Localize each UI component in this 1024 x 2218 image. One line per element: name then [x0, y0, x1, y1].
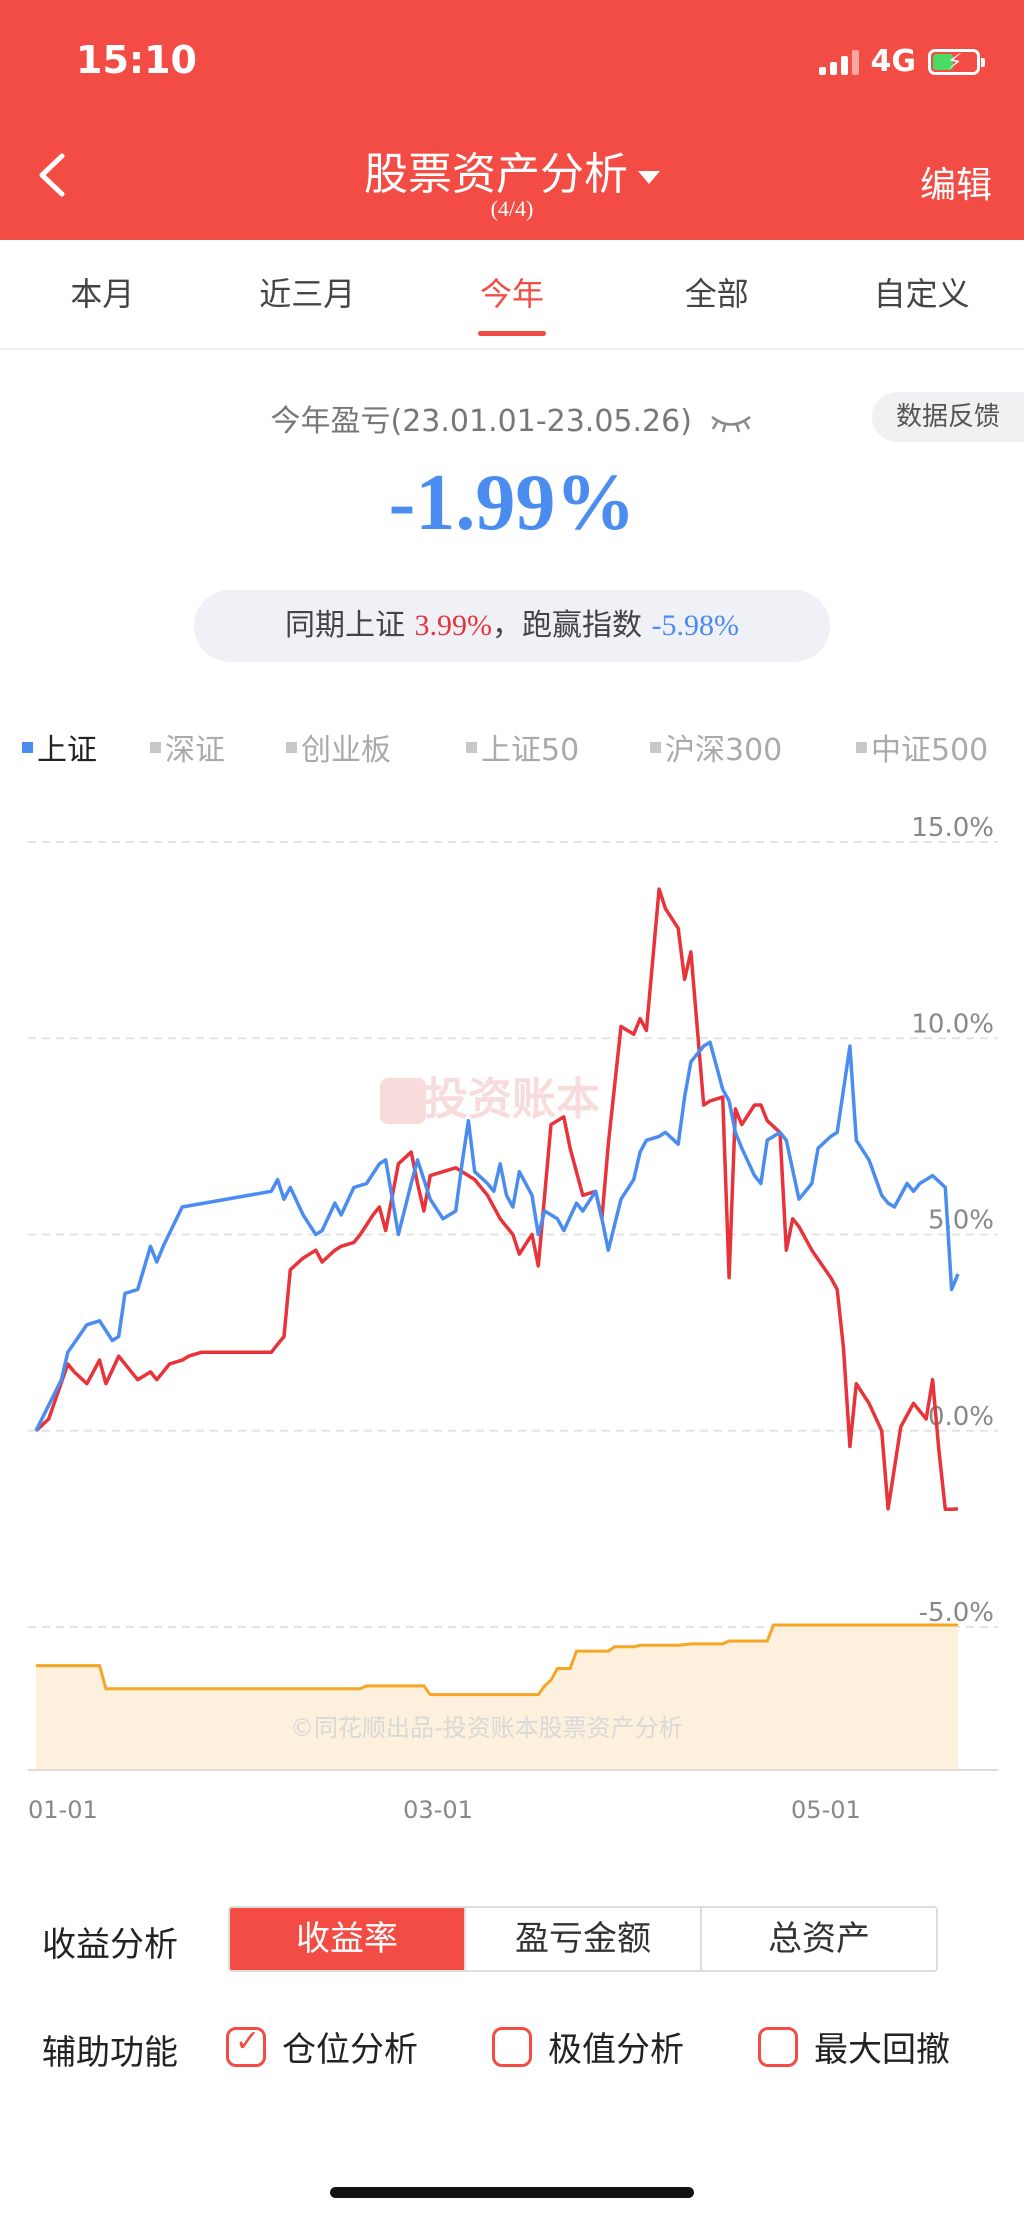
app-header: 15:10 4G ⚡ 股票资产分析 (4/4) 编辑: [0, 0, 1024, 240]
legend-label: 上证50: [481, 733, 580, 768]
status-icons: 4G ⚡: [818, 44, 985, 79]
total-return: -1.99%: [388, 459, 636, 547]
legend-label: 创业板: [301, 733, 391, 768]
x-tick-label: 03-01: [403, 1796, 473, 1824]
segment-return-rate[interactable]: 收益率: [230, 1908, 464, 1970]
legend-label: 中证500: [871, 733, 989, 768]
excess-return: -5.98%: [651, 609, 740, 642]
page-title: 股票资产分析: [364, 149, 628, 200]
legend-swatch: [286, 741, 297, 753]
legend-swatch: [856, 741, 867, 753]
compare-prefix: 同期上证: [284, 608, 405, 643]
feedback-button[interactable]: 数据反馈: [872, 392, 1024, 442]
aux-label: 辅助功能: [42, 2033, 178, 2073]
x-tick-label: 01-01: [28, 1796, 98, 1824]
legend-item[interactable]: 上证50: [466, 725, 579, 769]
watermark-text: 投资账本: [424, 1074, 600, 1125]
legend-swatch: [150, 741, 161, 753]
index-line: [34, 1040, 960, 1432]
legend-label: 沪深300: [665, 733, 783, 768]
position-line: [36, 1623, 958, 1697]
checkbox-icon[interactable]: [758, 2026, 798, 2067]
aux-option-label: 最大回撤: [814, 2030, 950, 2070]
tab-all[interactable]: 全部: [684, 275, 749, 313]
signal-icon: [818, 49, 859, 75]
caret-down-icon: [638, 170, 660, 184]
aux-position-analysis[interactable]: ✓ 仓位分析: [226, 2022, 418, 2071]
eye-closed-icon[interactable]: [709, 412, 753, 434]
segment-profit-amount[interactable]: 盈亏金额: [464, 1908, 700, 1970]
tab-this-year[interactable]: 今年: [410, 240, 615, 348]
legend-swatch: [466, 741, 477, 753]
aux-option-label: 极值分析: [548, 2030, 684, 2070]
analysis-label: 收益分析: [42, 1925, 178, 1965]
watermark-logo-icon: [380, 1078, 426, 1124]
checkbox-checked-icon[interactable]: ✓: [226, 2024, 266, 2067]
legend-item[interactable]: 中证500: [856, 725, 988, 769]
segment-total-assets[interactable]: 总资产: [700, 1908, 936, 1970]
period-tabs: 本月 近三月 今年 全部 自定义: [0, 240, 1024, 350]
position-area: [36, 1625, 958, 1770]
network-type: 4G: [870, 44, 917, 79]
legend-swatch: [650, 741, 661, 753]
battery-icon: ⚡: [928, 48, 985, 75]
aux-extreme-analysis[interactable]: 极值分析: [492, 2022, 684, 2071]
tab-custom[interactable]: 自定义: [873, 275, 970, 313]
index-compare: 同期上证 3.99%，跑赢指数 -5.98%: [194, 590, 830, 662]
aux-option-label: 仓位分析: [282, 2030, 418, 2070]
legend-item[interactable]: 沪深300: [650, 725, 782, 769]
aux-max-drawdown[interactable]: 最大回撤: [758, 2022, 950, 2071]
compare-middle: ，跑赢指数: [492, 608, 642, 643]
y-tick-label: 10.0%: [911, 1009, 994, 1039]
legend-label: 上证: [37, 733, 97, 768]
y-tick-label: 15.0%: [911, 813, 994, 843]
legend-item[interactable]: 深证: [150, 725, 225, 769]
tab-three-months[interactable]: 近三月: [259, 275, 356, 313]
portfolio-line: [34, 887, 959, 1512]
x-tick-label: 05-01: [791, 1796, 861, 1824]
return-chart[interactable]: 15.0% 10.0% 5.0% 0.0% -5.0% 投资账本 ©同花顺出品-投资账本股票…: [0, 790, 1024, 1850]
legend-swatch: [22, 741, 33, 753]
credit-text: ©同花顺出品-投资账本股票资产分析: [290, 1714, 683, 1742]
legend-item[interactable]: 创业板: [286, 725, 391, 769]
period-text: 今年盈亏(23.01.01-23.05.26): [270, 404, 692, 439]
tab-this-month[interactable]: 本月: [70, 275, 135, 313]
page-title-dropdown[interactable]: 股票资产分析: [0, 138, 1024, 202]
back-arrow-icon[interactable]: [32, 150, 72, 200]
home-indicator: [330, 2187, 694, 2198]
index-return: 3.99%: [414, 609, 493, 642]
y-tick-label: 5.0%: [928, 1206, 994, 1236]
legend-item[interactable]: 上证: [22, 725, 97, 769]
index-legend: 上证 深证 创业板 上证50 沪深300 中证500: [0, 725, 1024, 771]
page-counter: (4/4): [490, 196, 534, 221]
legend-label: 深证: [165, 733, 225, 768]
metric-segmented-control: 收益率 盈亏金额 总资产: [228, 1906, 938, 1972]
y-tick-label: -5.0%: [919, 1598, 994, 1628]
status-time: 15:10: [76, 38, 197, 82]
edit-button[interactable]: 编辑: [919, 165, 992, 206]
checkbox-icon[interactable]: [492, 2026, 532, 2067]
period-label: 今年盈亏(23.01.01-23.05.26): [0, 396, 1024, 440]
y-tick-label: 0.0%: [928, 1402, 994, 1432]
